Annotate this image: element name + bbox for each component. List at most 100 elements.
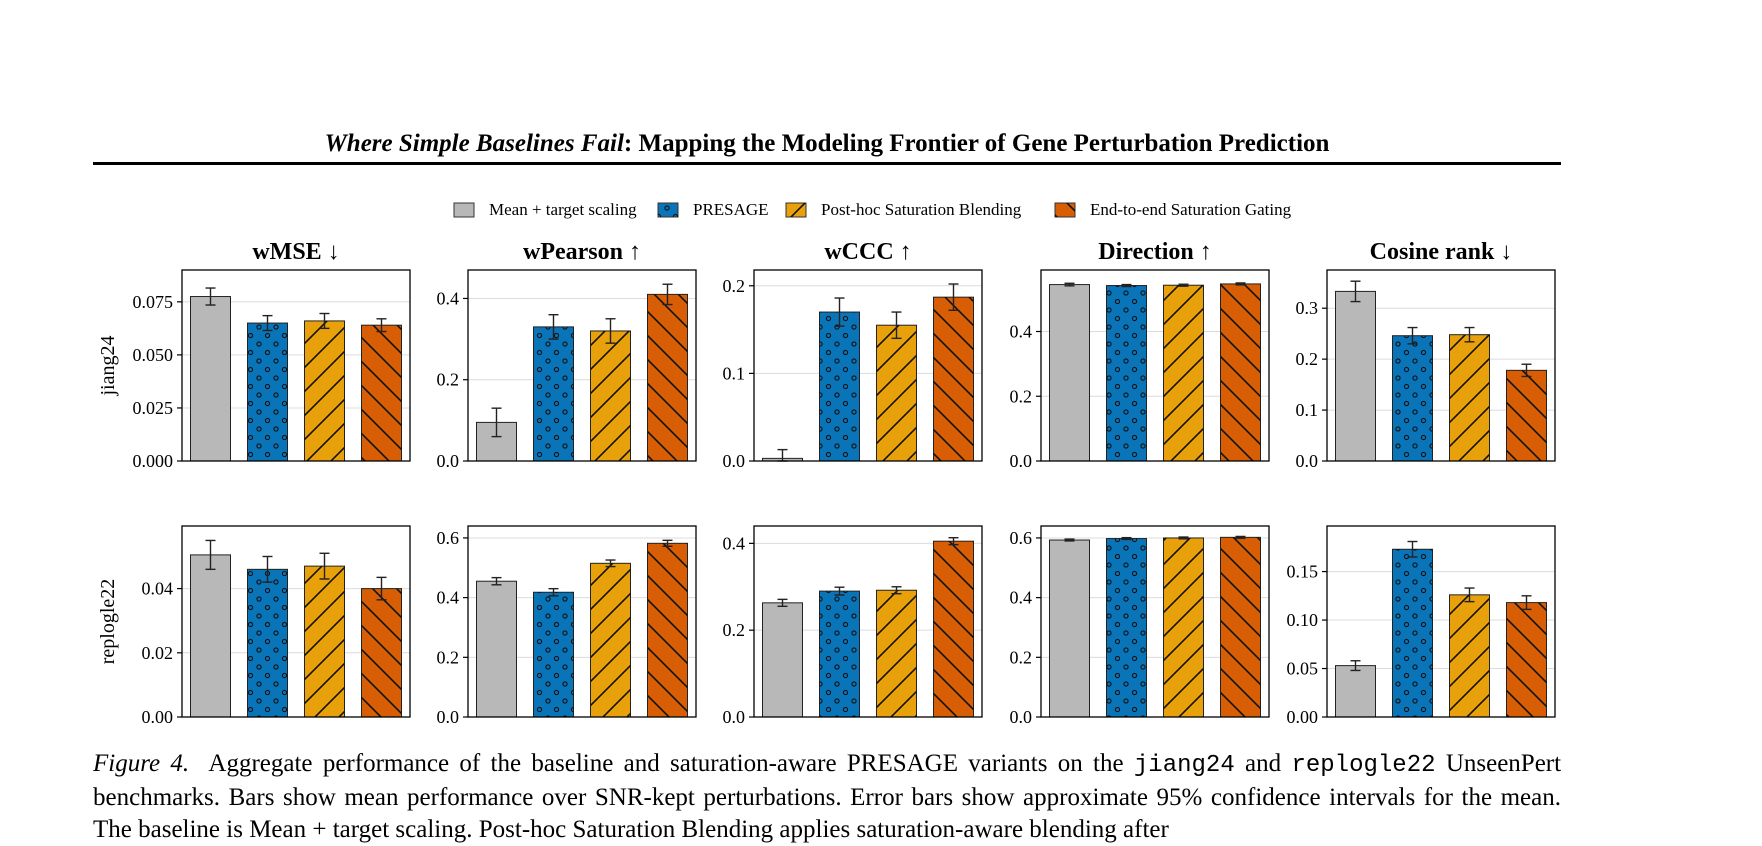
bar-fill [1335,290,1376,462]
error-bar [948,283,959,312]
bar-pattern [647,543,688,717]
panel-frame [753,525,983,718]
y-tick-label: 0.2 [437,370,460,390]
y-tick-label: 0.2 [437,647,460,667]
y-tick-label: 0.0 [437,451,460,471]
row-label: jiang24 [97,336,119,397]
bar [1049,538,1090,718]
error-bar [491,576,502,586]
bar [1392,326,1433,462]
legend-label: Post-hoc Saturation Blending [821,200,1022,219]
y-tick-label: 0.000 [133,451,174,471]
y-tick-label: 0.3 [1296,298,1319,318]
panel-frame [1326,269,1556,462]
bar-pattern [590,330,631,461]
bar [533,314,574,462]
y-tick-label: 0.4 [723,533,746,553]
y-tick-label: 0.15 [1287,562,1319,582]
error-bar [1235,282,1246,286]
bar-pattern [247,569,288,717]
bar [819,297,860,462]
error-bar [1350,280,1361,303]
y-tick-label: 0.6 [1010,528,1033,548]
error-bar [1350,660,1361,672]
chart-grid: jiang24 wMSE ↓ 0.000 0.025 0.050 0.075 wPearso… [97,239,1556,727]
chart-panel: wPearson ↑ 0.0 0.2 0.4 [437,239,697,471]
y-tick-label: 0.00 [142,707,174,727]
bar [1220,282,1261,462]
y-tick-label: 0.4 [1010,588,1033,608]
bar-pattern [1163,537,1204,717]
bar [1506,363,1547,462]
chart-panel: Cosine rank ↓ 0.0 0.1 0.2 0.3 [1296,239,1556,471]
panel-title: wCCC ↑ [824,239,911,265]
legend: Mean + target scaling PRESAGE Post-hoc Sat… [453,200,1292,219]
error-bar [1178,283,1189,287]
error-bar [891,586,902,595]
bar [476,407,517,462]
chart-panel: Direction ↑ 0.0 0.2 0.4 [1010,239,1270,471]
error-bar [662,539,673,547]
figure-caption: Figure 4. Aggregate performance of the b… [93,748,1561,846]
y-tick-label: 0.0 [1010,707,1033,727]
bar [819,586,860,718]
error-bar [548,314,559,340]
bar [533,587,574,718]
legend-item: Post-hoc Saturation Blending [785,200,1022,219]
y-tick-label: 0.02 [142,643,174,663]
error-bar [1521,363,1532,378]
figure-4: Mean + target scaling PRESAGE Post-hoc Sat… [97,200,1556,727]
running-header: Where Simple Baselines Fail: Mapping the… [93,128,1561,160]
error-bar [262,314,273,332]
bar-pattern [304,320,345,461]
bar [1106,283,1147,462]
chart-panel: 0.00 0.05 0.10 0.15 [1287,525,1556,727]
bar-fill [762,602,803,718]
error-bar [319,552,330,580]
bar [933,537,974,718]
error-bar [777,598,788,608]
bar [590,559,631,718]
bar [190,287,231,462]
bar-pattern [533,326,574,461]
y-tick-label: 0.0 [1296,451,1319,471]
y-tick-label: 0.0 [437,707,460,727]
bar [1449,587,1490,718]
bar-fill [1335,665,1376,718]
bar-pattern [1392,549,1433,717]
bar-pattern [1163,285,1204,461]
y-tick-label: 0.025 [133,398,174,418]
bar-pattern [876,325,917,461]
bar [1449,326,1490,462]
error-bar [834,586,845,596]
bar [1049,282,1090,462]
bar-pattern [247,323,288,461]
error-bar [262,555,273,583]
y-tick-label: 0.2 [1010,647,1033,667]
caption-dataset-2: replogle22 [1291,752,1436,779]
bar-pattern [1506,602,1547,717]
error-bar [662,283,673,306]
bar-pattern [1449,594,1490,717]
y-tick-label: 0.05 [1287,659,1319,679]
legend-swatch-pattern [1055,203,1075,217]
bar [647,539,688,718]
caption-label: Figure 4. [93,750,190,777]
bar-pattern [361,325,402,461]
bar [190,539,231,718]
bar [762,448,803,462]
bar [361,318,402,462]
bar [1106,536,1147,718]
bar-fill [1049,539,1090,718]
bar-fill [190,296,231,462]
row-label: replogle22 [97,579,119,665]
error-bar [1464,326,1475,343]
bar-pattern [1106,538,1147,717]
bar-pattern [876,590,917,717]
legend-item: Mean + target scaling [453,200,637,219]
legend-item: PRESAGE [657,200,769,219]
chart-panel: 0.0 0.2 0.4 [723,525,983,727]
bar-pattern [590,563,631,717]
chart-panel: wMSE ↓ 0.000 0.025 0.050 0.075 [133,239,411,471]
panel-frame [467,525,697,718]
